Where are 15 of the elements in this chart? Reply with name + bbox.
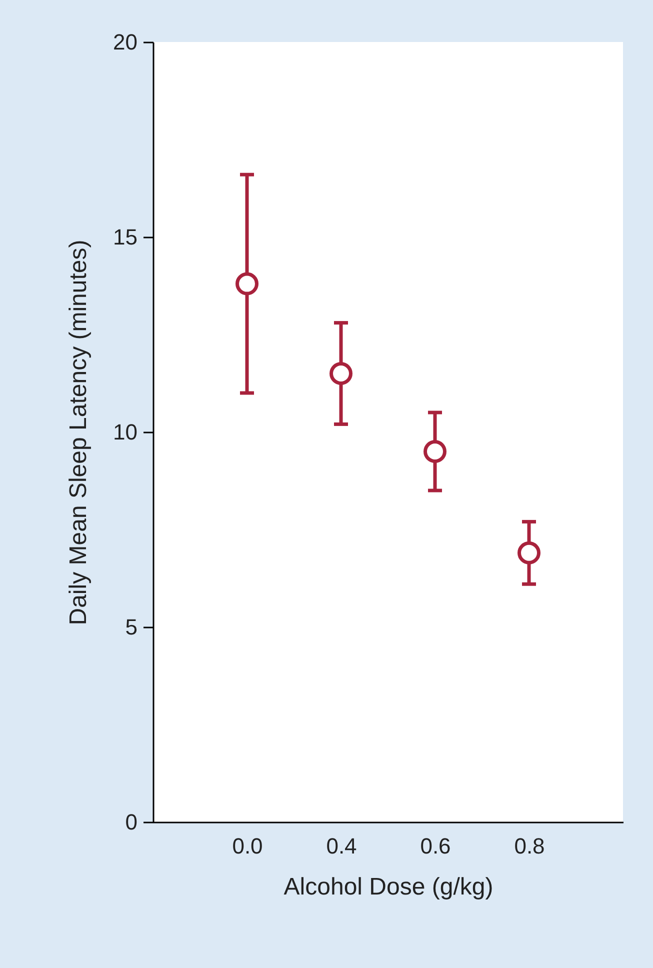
point <box>424 440 446 463</box>
y-tick-label: 15 <box>113 224 138 250</box>
x-tick-label: 0.0 <box>232 834 263 858</box>
y-axis-title: Daily Mean Sleep Latency (minutes) <box>65 240 92 626</box>
y-tick-label: 0 <box>125 810 138 834</box>
x-tick-label: 0.8 <box>514 834 545 858</box>
x-tick-label: 0.4 <box>326 834 357 858</box>
point <box>518 541 540 564</box>
point <box>236 272 258 296</box>
y-tick-label: 20 <box>113 30 138 54</box>
point <box>330 362 352 385</box>
y-tick-label: 10 <box>113 420 138 444</box>
x-tick-label: 0.6 <box>420 834 451 858</box>
x-axis-title: Alcohol Dose (g/kg) <box>284 874 494 900</box>
y-tick-label: 5 <box>125 614 138 640</box>
